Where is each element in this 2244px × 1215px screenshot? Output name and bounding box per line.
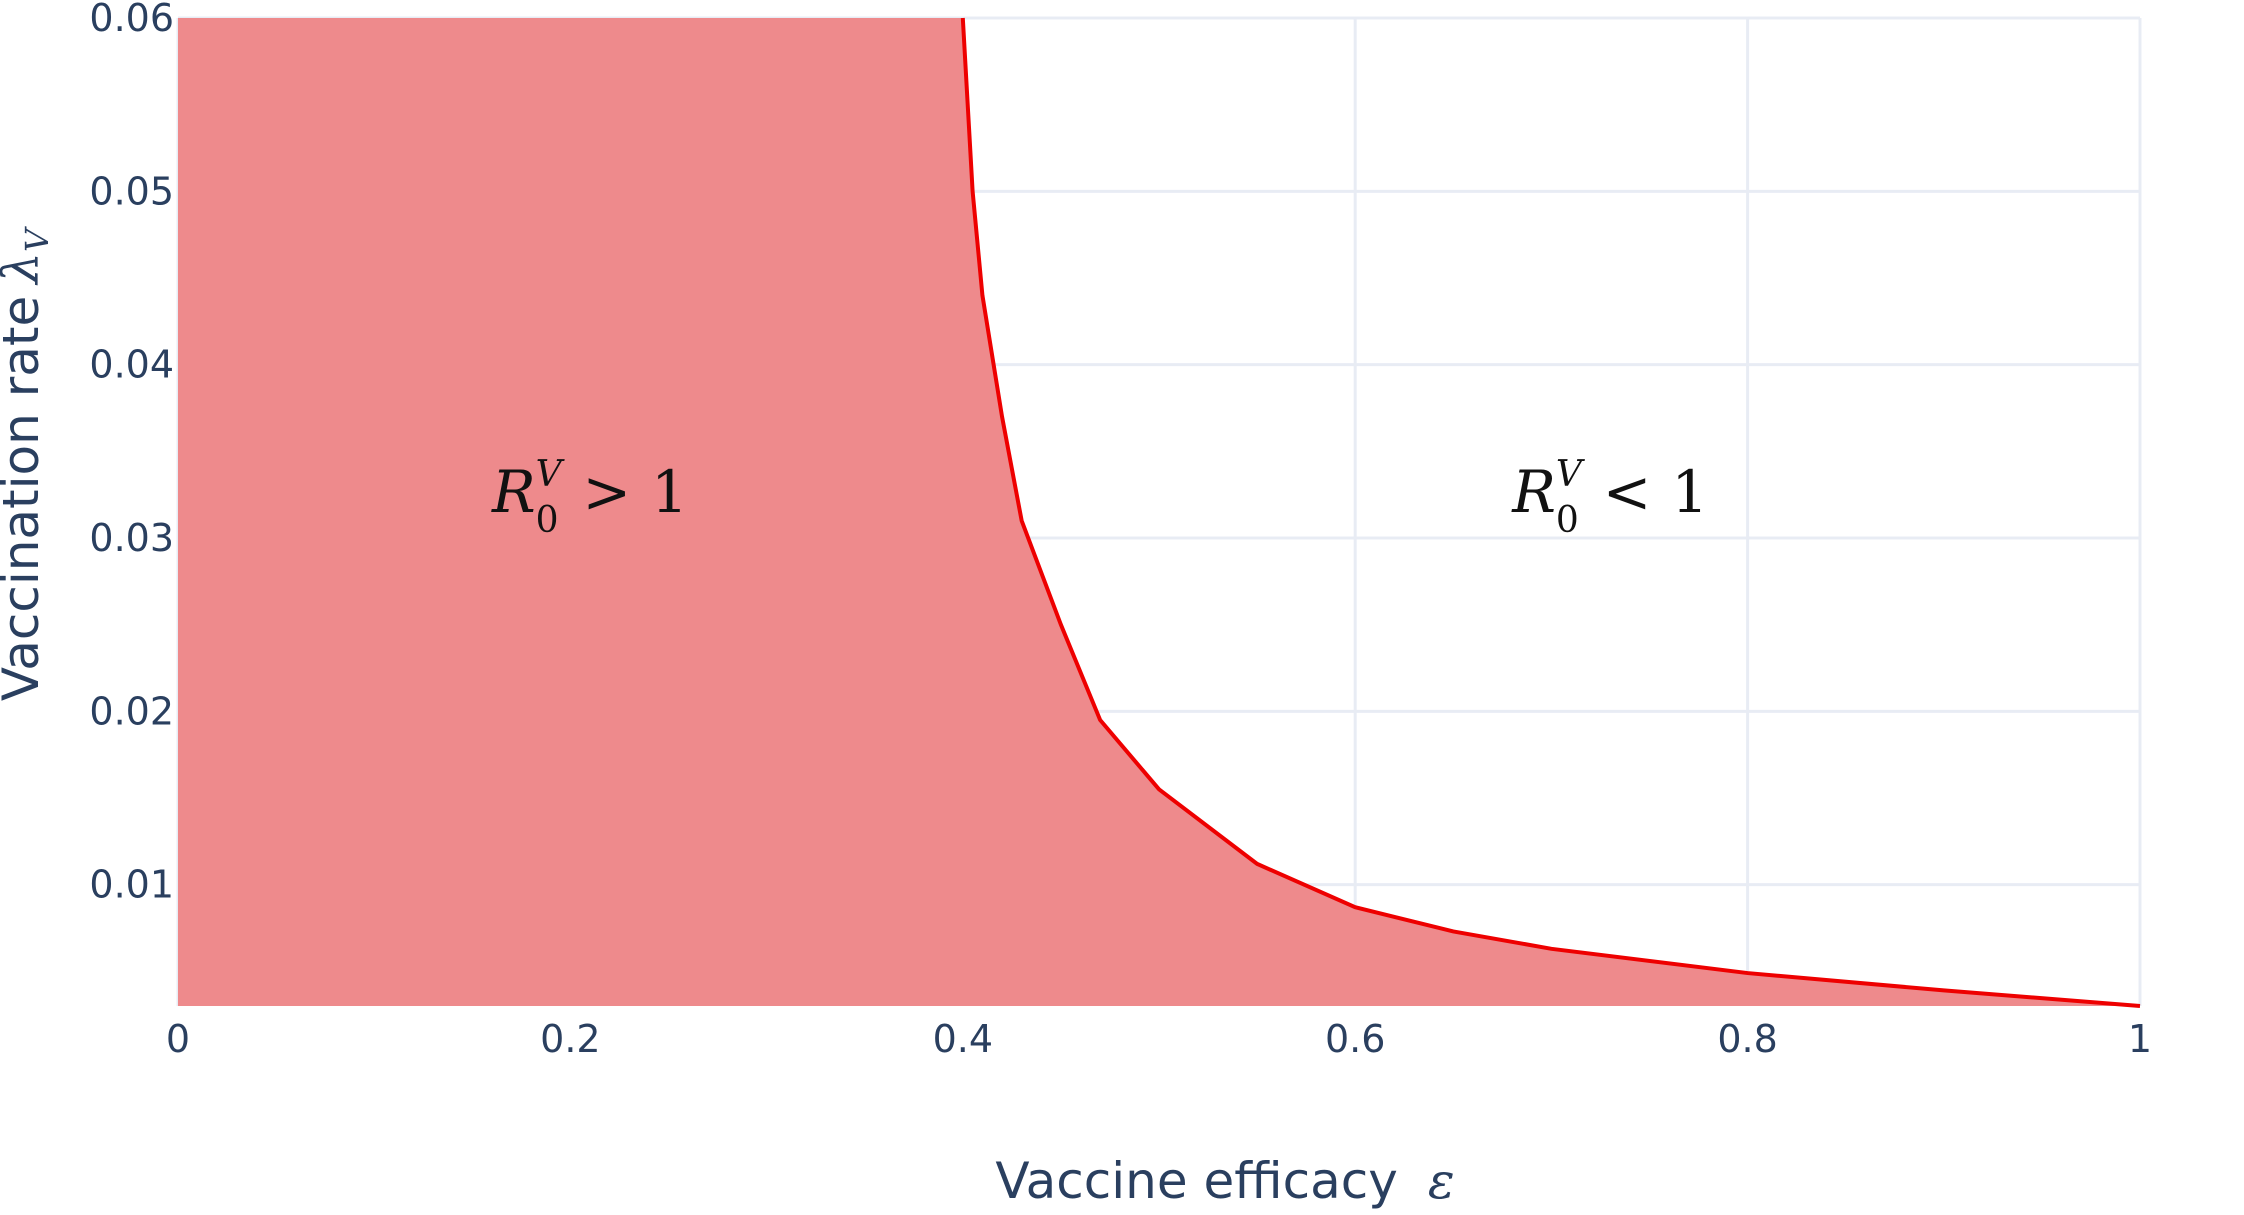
x-tick-label: 0.6 xyxy=(1325,1017,1385,1061)
y-tick-label: 0.04 xyxy=(89,343,174,387)
y-tick-label: 0.03 xyxy=(89,516,174,560)
r0-threshold-curve xyxy=(960,17,2141,1008)
x-tick-label: 0.4 xyxy=(933,1017,993,1061)
x-tick-label: 0.2 xyxy=(540,1017,600,1061)
y-axis-title: Vaccination rateλV xyxy=(0,226,56,701)
x-tick-label: 0 xyxy=(166,1017,190,1061)
r0-greater-than-one-region xyxy=(178,18,2140,1006)
x-tick-label: 1 xyxy=(2128,1017,2152,1061)
x-axis-title: Vaccine efficacy ε xyxy=(995,1152,1454,1210)
y-tick-label: 0.05 xyxy=(89,169,174,213)
y-tick-label: 0.06 xyxy=(89,0,174,40)
region-annotations: RV 0 >1 RV 0 <1 xyxy=(491,454,1708,541)
x-axis-ticks: 0 0.2 0.4 0.6 0.8 1 xyxy=(166,1017,2152,1061)
y-axis-ticks: 0.01 0.02 0.03 0.04 0.05 0.06 xyxy=(89,0,174,907)
x-tick-label: 0.8 xyxy=(1717,1017,1777,1061)
y-tick-label: 0.02 xyxy=(89,689,174,733)
y-tick-label: 0.01 xyxy=(89,863,174,907)
r0-greater-label: RV 0 >1 xyxy=(491,454,688,541)
r0-less-label: RV 0 <1 xyxy=(1511,454,1708,541)
